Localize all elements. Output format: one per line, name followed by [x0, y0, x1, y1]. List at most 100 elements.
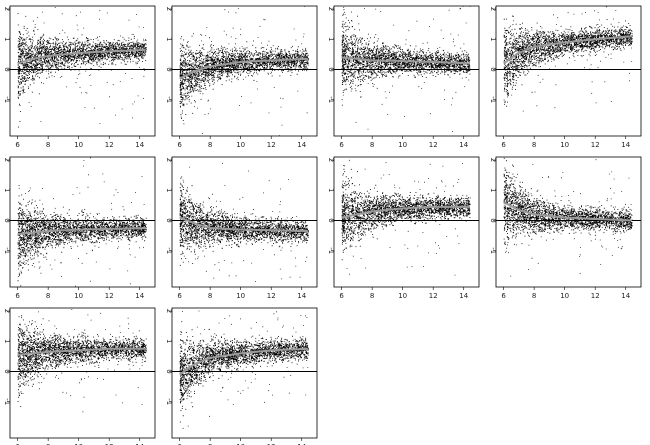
y-tick-label: 2	[3, 158, 11, 162]
point-cloud	[341, 6, 471, 132]
y-tick-label: 1	[489, 188, 497, 192]
y-tick-label: 0	[327, 218, 335, 222]
panel-frame	[495, 156, 642, 288]
y-tick-label: 0	[165, 369, 173, 373]
y-tick-label: -1	[489, 247, 497, 254]
x-tick-label: 14	[621, 292, 630, 300]
x-tick-label: 8	[46, 443, 50, 445]
loess-curve	[341, 56, 470, 65]
x-tick-label: 8	[208, 443, 212, 445]
point-cloud	[17, 308, 147, 413]
x-tick-label: 12	[105, 443, 114, 445]
loess-curve	[17, 347, 146, 356]
x-tick-label: 6	[177, 443, 182, 445]
x-tick-label: 12	[429, 292, 438, 300]
y-tick-label: -1	[3, 247, 11, 254]
x-tick-label: 10	[398, 292, 407, 300]
y-tick-label: -1	[3, 398, 11, 405]
x-tick-label: 10	[236, 292, 245, 300]
point-cloud	[341, 159, 471, 276]
y-tick-label: 2	[165, 158, 173, 162]
y-tick-label: 2	[489, 7, 497, 11]
y-tick-label: 2	[327, 158, 335, 162]
y-tick-label: 0	[489, 218, 497, 222]
x-tick-label: 12	[267, 141, 276, 149]
x-tick-label: 6	[15, 292, 20, 300]
x-tick-label: 12	[105, 292, 114, 300]
x-tick-label: 6	[177, 141, 182, 149]
x-tick-label: 14	[297, 141, 306, 149]
x-tick-label: 14	[459, 141, 468, 149]
y-tick-label: 1	[165, 37, 173, 41]
panel-frame	[333, 5, 480, 137]
x-tick-label: 14	[621, 141, 630, 149]
y-tick-label: 1	[165, 339, 173, 343]
y-tick-label: 1	[327, 188, 335, 192]
x-tick-label: 14	[297, 443, 306, 445]
loess-curve	[17, 227, 146, 236]
x-tick-label: 12	[105, 141, 114, 149]
point-cloud	[17, 7, 147, 136]
x-tick-label: 10	[398, 141, 407, 149]
point-cloud	[179, 6, 309, 136]
x-tick-label: 8	[46, 141, 50, 149]
y-tick-label: -1	[165, 247, 173, 254]
y-tick-label: 2	[3, 309, 11, 313]
x-tick-label: 14	[135, 141, 144, 149]
point-cloud	[17, 157, 147, 287]
x-tick-label: 8	[532, 292, 536, 300]
panel-frame	[333, 156, 480, 288]
panel-frame	[9, 5, 156, 137]
y-tick-label: -1	[165, 96, 173, 103]
y-tick-label: -1	[489, 96, 497, 103]
y-tick-label: 0	[165, 67, 173, 71]
y-tick-label: 1	[3, 37, 11, 41]
x-tick-label: 10	[74, 443, 83, 445]
x-tick-label: 6	[501, 292, 506, 300]
y-tick-label: 0	[3, 67, 11, 71]
x-tick-label: 12	[267, 443, 276, 445]
loess-curve	[179, 57, 308, 80]
y-tick-label: 0	[165, 218, 173, 222]
y-tick-label: 2	[327, 7, 335, 11]
x-tick-label: 10	[236, 443, 245, 445]
x-tick-label: 10	[236, 141, 245, 149]
x-tick-label: 8	[208, 292, 212, 300]
x-tick-label: 12	[591, 141, 600, 149]
panel-frame	[9, 307, 156, 439]
x-tick-label: 10	[74, 292, 83, 300]
panel-frame	[171, 307, 318, 439]
loess-curve	[341, 205, 470, 219]
x-tick-label: 6	[15, 443, 20, 445]
x-tick-label: 10	[560, 292, 569, 300]
x-tick-label: 10	[74, 141, 83, 149]
panel-frame	[9, 156, 156, 288]
panel-frame	[171, 5, 318, 137]
y-tick-label: 2	[3, 7, 11, 11]
x-tick-label: 12	[267, 292, 276, 300]
y-tick-label: 2	[165, 309, 173, 313]
x-tick-label: 8	[532, 141, 536, 149]
point-cloud	[503, 6, 633, 112]
y-tick-label: -1	[3, 96, 11, 103]
x-tick-label: 8	[370, 141, 374, 149]
panel-frame	[171, 156, 318, 288]
y-tick-label: 0	[489, 67, 497, 71]
x-tick-label: 6	[339, 141, 344, 149]
x-tick-label: 12	[429, 141, 438, 149]
x-tick-label: 6	[501, 141, 506, 149]
loess-curve	[17, 48, 146, 65]
y-tick-label: -1	[327, 247, 335, 254]
y-tick-label: 2	[489, 158, 497, 162]
y-tick-label: 1	[165, 188, 173, 192]
